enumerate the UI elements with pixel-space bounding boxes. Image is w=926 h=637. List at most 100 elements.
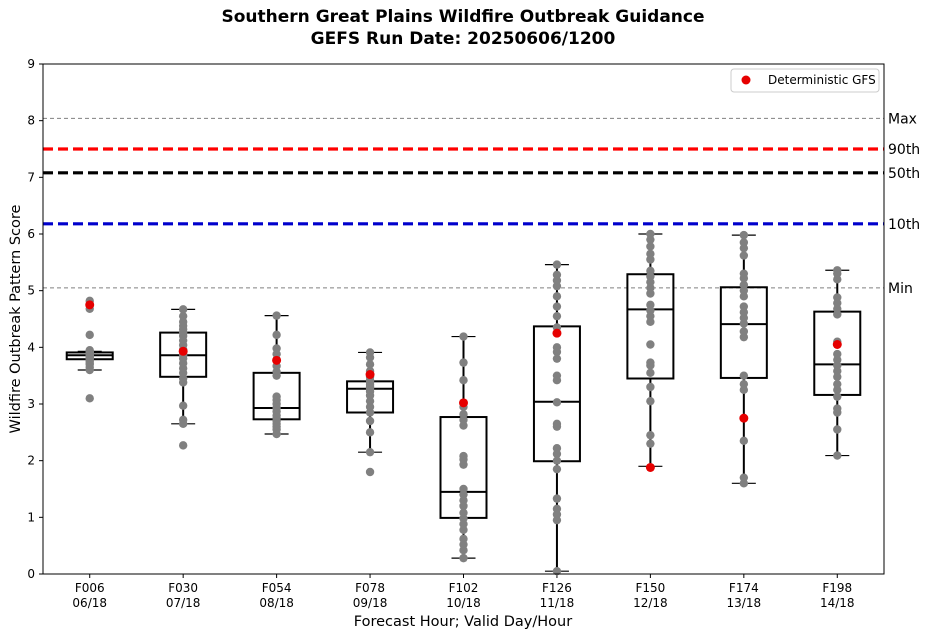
member-point bbox=[646, 430, 655, 440]
gfs-point bbox=[832, 340, 842, 349]
y-tick-label: 2 bbox=[27, 454, 35, 468]
legend-box bbox=[730, 68, 880, 93]
member-point bbox=[552, 311, 562, 321]
reference-label-50th: 50th bbox=[888, 166, 920, 182]
x-tick-label-hour: F054 bbox=[262, 581, 292, 595]
member-point bbox=[739, 280, 749, 290]
member-point bbox=[459, 534, 468, 544]
member-point bbox=[178, 401, 188, 410]
gfs-point bbox=[178, 346, 188, 356]
reference-label-90th: 90th bbox=[888, 142, 920, 158]
member-point bbox=[85, 345, 94, 355]
member-point bbox=[646, 229, 655, 239]
member-point bbox=[459, 484, 468, 494]
y-tick-label: 0 bbox=[27, 567, 35, 581]
member-point bbox=[833, 404, 842, 413]
y-tick-label: 5 bbox=[27, 284, 35, 298]
x-tick-label-hour: F174 bbox=[729, 581, 759, 595]
y-tick-label: 9 bbox=[27, 57, 35, 71]
member-point bbox=[833, 349, 842, 359]
gfs-point bbox=[365, 370, 375, 380]
gfs-point bbox=[85, 300, 95, 310]
member-point bbox=[178, 415, 188, 425]
member-point bbox=[272, 344, 281, 353]
member-point bbox=[85, 330, 94, 340]
member-point bbox=[833, 425, 842, 434]
member-point bbox=[646, 358, 655, 367]
x-tick-label-hour: F150 bbox=[635, 581, 665, 595]
member-point bbox=[739, 379, 749, 389]
x-tick-label-hour: F078 bbox=[355, 581, 385, 595]
x-tick-label-valid: 09/18 bbox=[353, 596, 388, 610]
x-tick-label-hour: F006 bbox=[75, 581, 105, 595]
member-point bbox=[459, 358, 468, 367]
member-point bbox=[552, 464, 562, 474]
x-tick-label-valid: 10/18 bbox=[446, 596, 481, 610]
member-point bbox=[365, 360, 375, 369]
member-point bbox=[459, 332, 468, 341]
chart-subtitle: GEFS Run Date: 20250606/1200 bbox=[311, 29, 616, 49]
member-point bbox=[365, 428, 375, 437]
y-tick-label: 4 bbox=[27, 340, 35, 354]
x-tick-label-valid: 07/18 bbox=[166, 596, 201, 610]
member-point bbox=[552, 456, 562, 465]
x-tick-label-valid: 08/18 bbox=[259, 596, 294, 610]
member-point bbox=[646, 340, 655, 349]
member-point bbox=[552, 302, 562, 311]
deterministic-gfs-points bbox=[85, 300, 842, 472]
member-point bbox=[552, 292, 562, 301]
x-tick-label-valid: 12/18 bbox=[633, 596, 668, 610]
member-point bbox=[459, 451, 468, 461]
member-point bbox=[365, 416, 375, 426]
member-point bbox=[459, 508, 468, 517]
y-tick-label: 3 bbox=[27, 397, 35, 411]
member-point bbox=[552, 270, 562, 279]
member-point bbox=[739, 269, 749, 278]
member-point bbox=[552, 260, 562, 269]
member-point bbox=[272, 330, 281, 340]
member-point bbox=[646, 396, 655, 406]
x-tick-label-hour: F102 bbox=[449, 581, 479, 595]
member-point bbox=[833, 266, 842, 275]
legend-label: Deterministic GFS bbox=[768, 73, 876, 87]
member-point bbox=[739, 473, 749, 482]
member-point bbox=[552, 371, 562, 380]
y-tick-label: 7 bbox=[27, 170, 35, 184]
member-point bbox=[646, 300, 655, 310]
gfs-point bbox=[459, 398, 468, 408]
y-tick-label: 1 bbox=[27, 510, 35, 524]
member-point bbox=[833, 451, 842, 460]
member-point bbox=[646, 249, 655, 259]
x-tick-label-hour: F198 bbox=[822, 581, 852, 595]
y-tick-label: 6 bbox=[27, 227, 35, 241]
member-point bbox=[646, 382, 655, 392]
reference-lines: Max 90th 50th 10th Min bbox=[43, 111, 920, 297]
x-tick-label-valid: 11/18 bbox=[540, 596, 575, 610]
member-point bbox=[739, 230, 749, 240]
member-point bbox=[739, 251, 749, 260]
legend: Deterministic GFS bbox=[730, 68, 880, 93]
member-point bbox=[552, 494, 562, 503]
member-point bbox=[833, 392, 842, 401]
member-point bbox=[833, 293, 842, 302]
member-point bbox=[178, 441, 188, 450]
member-point bbox=[552, 343, 562, 352]
member-point bbox=[552, 354, 562, 363]
member-point bbox=[365, 348, 375, 357]
gfs-point bbox=[645, 462, 655, 472]
member-point bbox=[646, 368, 655, 378]
member-point bbox=[552, 444, 562, 453]
member-point bbox=[552, 504, 562, 514]
member-point bbox=[459, 553, 468, 563]
member-point bbox=[272, 392, 281, 401]
gfs-point bbox=[272, 355, 282, 365]
member-point bbox=[646, 242, 655, 251]
member-point bbox=[739, 238, 749, 247]
plot-frame bbox=[42, 63, 885, 575]
member-point bbox=[739, 371, 749, 380]
member-point bbox=[552, 566, 562, 576]
member-point bbox=[739, 302, 749, 311]
gfs-point bbox=[552, 328, 562, 338]
